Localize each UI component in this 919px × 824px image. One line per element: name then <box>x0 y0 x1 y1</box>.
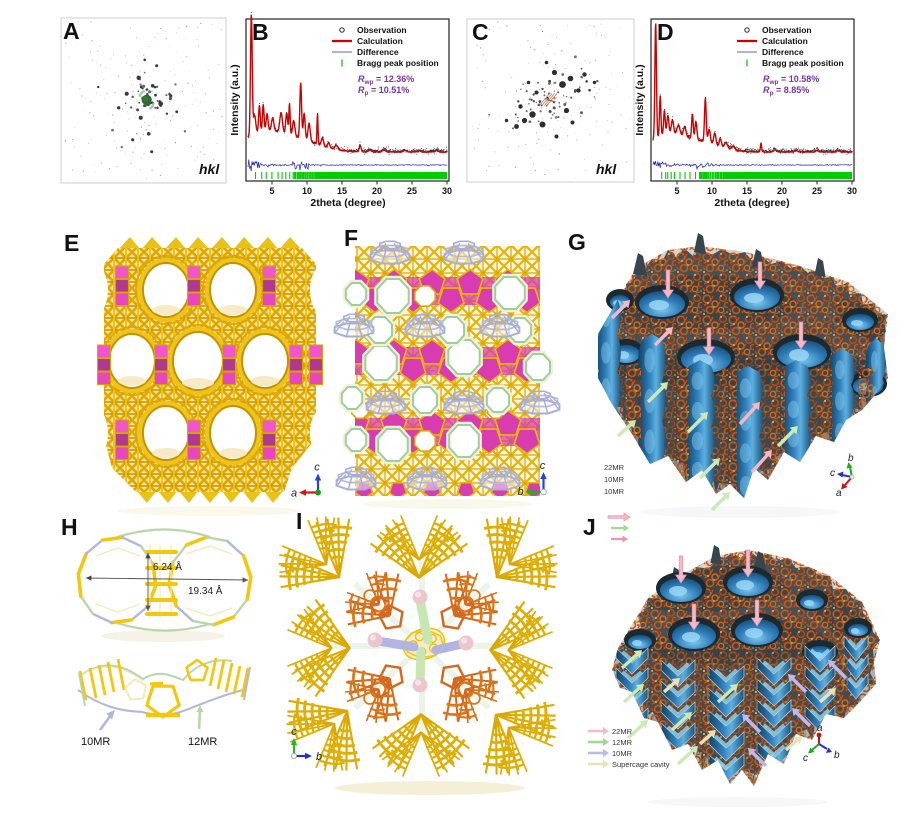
svg-text:30: 30 <box>442 186 452 196</box>
svg-text:12MR: 12MR <box>612 738 633 747</box>
svg-text:c: c <box>830 468 835 479</box>
svg-text:I: I <box>296 508 302 534</box>
svg-text:25: 25 <box>812 186 822 196</box>
svg-text:J: J <box>583 514 596 540</box>
svg-text:a: a <box>291 488 297 500</box>
svg-text:Difference: Difference <box>762 47 804 57</box>
svg-text:Difference: Difference <box>357 47 399 57</box>
svg-text:10MR: 10MR <box>604 475 625 484</box>
svg-text:A: A <box>63 18 80 44</box>
svg-text:c: c <box>291 726 297 738</box>
svg-text:b: b <box>848 453 854 464</box>
svg-text:B: B <box>252 19 269 45</box>
svg-text:5: 5 <box>269 186 274 196</box>
svg-text:E: E <box>64 230 79 256</box>
svg-text:15: 15 <box>742 186 752 196</box>
svg-text:Bragg peak position: Bragg peak position <box>762 58 844 68</box>
svg-text:hkl: hkl <box>596 161 617 177</box>
svg-text:Rp = 10.51%: Rp = 10.51% <box>358 85 409 97</box>
svg-text:a: a <box>836 488 842 499</box>
svg-text:Intensity (a.u.): Intensity (a.u.) <box>634 64 646 135</box>
svg-text:a: a <box>817 723 823 734</box>
svg-text:Observation: Observation <box>357 25 407 35</box>
svg-text:D: D <box>657 19 674 45</box>
svg-text:2theta (degree): 2theta (degree) <box>310 197 385 209</box>
svg-text:c: c <box>540 460 546 472</box>
svg-text:20: 20 <box>777 186 787 196</box>
svg-text:5: 5 <box>674 186 679 196</box>
svg-text:F: F <box>344 225 358 251</box>
svg-text:Calculation: Calculation <box>357 36 403 46</box>
svg-text:Rwp = 12.36%: Rwp = 12.36% <box>358 74 414 86</box>
svg-text:Calculation: Calculation <box>762 36 808 46</box>
svg-text:b: b <box>316 751 322 763</box>
svg-text:hkl: hkl <box>199 161 220 177</box>
svg-text:H: H <box>61 514 78 540</box>
svg-text:Bragg peak position: Bragg peak position <box>357 58 439 68</box>
svg-text:20: 20 <box>372 186 382 196</box>
svg-text:10: 10 <box>707 186 717 196</box>
svg-text:Observation: Observation <box>762 25 812 35</box>
svg-text:b: b <box>517 486 523 498</box>
svg-text:10MR: 10MR <box>612 749 633 758</box>
svg-text:30: 30 <box>847 186 857 196</box>
svg-text:Rwp = 10.58%: Rwp = 10.58% <box>763 74 819 86</box>
svg-text:C: C <box>472 19 489 45</box>
svg-text:22MR: 22MR <box>604 463 625 472</box>
svg-text:12MR: 12MR <box>188 736 217 748</box>
svg-text:10: 10 <box>302 186 312 196</box>
svg-text:19.34 Å: 19.34 Å <box>188 584 223 597</box>
svg-text:25: 25 <box>407 186 417 196</box>
svg-text:b: b <box>834 750 840 761</box>
svg-text:2theta (degree): 2theta (degree) <box>714 197 789 209</box>
svg-text:10MR: 10MR <box>81 736 110 748</box>
svg-text:6.24 Å: 6.24 Å <box>153 560 182 573</box>
svg-text:c: c <box>803 753 808 764</box>
svg-text:10MR: 10MR <box>604 487 625 496</box>
svg-text:Rp = 8.85%: Rp = 8.85% <box>763 85 809 97</box>
svg-text:15: 15 <box>337 186 347 196</box>
svg-text:Supercage cavity: Supercage cavity <box>612 760 670 769</box>
svg-text:22MR: 22MR <box>612 727 633 736</box>
svg-text:Intensity (a.u.): Intensity (a.u.) <box>229 64 241 135</box>
svg-text:G: G <box>568 229 586 255</box>
svg-text:c: c <box>314 462 320 474</box>
